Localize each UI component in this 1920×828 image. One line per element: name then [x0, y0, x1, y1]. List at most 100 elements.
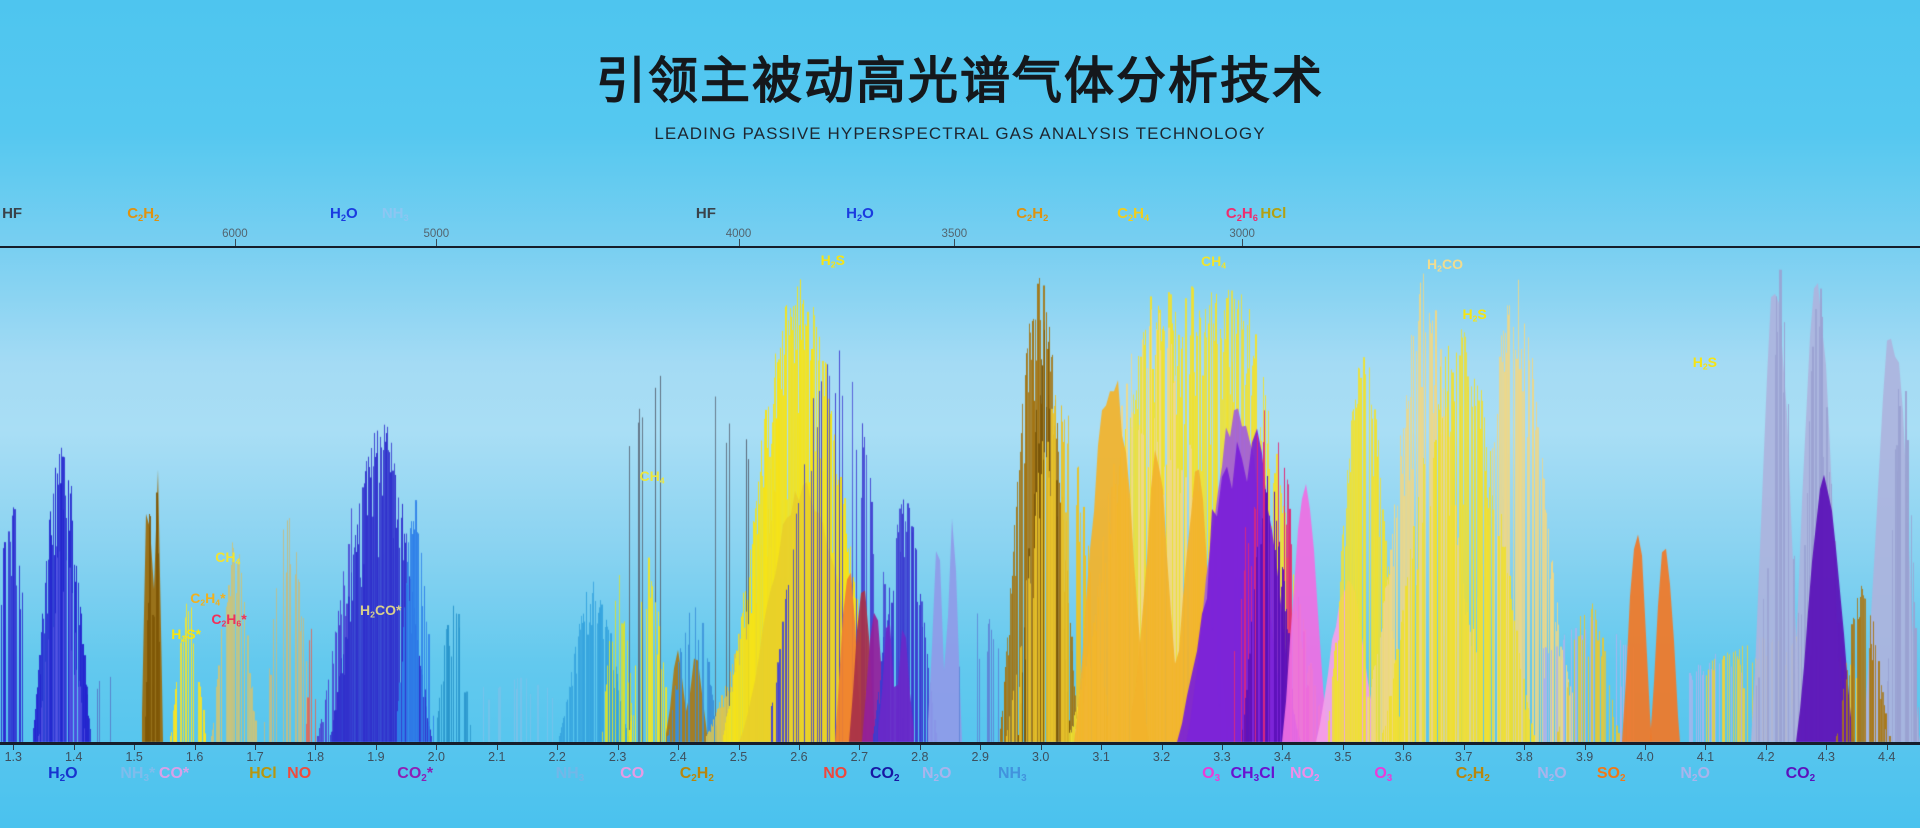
gas-label-bottom: CO2* [397, 765, 434, 784]
bottom-axis-tick-label: 1.7 [246, 750, 264, 764]
gas-label-bottom: CO2 [1785, 765, 1816, 784]
bottom-axis-tick-label: 1.8 [306, 750, 325, 764]
bottom-axis-tick-label: 3.7 [1455, 750, 1473, 764]
bottom-axis-tick [1342, 745, 1344, 750]
gas-label-inner: H2S [820, 252, 845, 270]
gas-label-bottom: NO2 [1290, 765, 1320, 784]
gas-label-inner: CH4 [1200, 253, 1227, 271]
bottom-axis-tick [980, 745, 982, 750]
bottom-axis-tick-label: 1.5 [125, 750, 143, 764]
page-subtitle: LEADING PASSIVE HYPERSPECTRAL GAS ANALYS… [654, 124, 1266, 143]
top-axis-tick [1242, 239, 1244, 246]
bottom-axis-tick [617, 745, 619, 750]
gas-label-top: H2O [330, 205, 358, 223]
gas-label-bottom: SO2 [1596, 765, 1626, 784]
gas-label-top: C2H6 [1225, 205, 1258, 223]
gas-label-inner: H2S [1692, 354, 1717, 372]
gas-label-bottom: C2H2 [1455, 765, 1490, 784]
gas-label-bottom: CO* [158, 765, 190, 782]
bottom-axis-tick-label: 3.6 [1394, 750, 1412, 764]
bottom-axis-tick [194, 745, 196, 750]
gas-label-top: C2H2 [1016, 205, 1049, 223]
bottom-axis-tick [859, 745, 861, 750]
bottom-axis-tick [436, 745, 438, 750]
gas-label-bottom: NO [823, 765, 848, 782]
bottom-axis-tick-label: 2.4 [669, 750, 687, 764]
top-axis-tick-label: 5000 [423, 228, 450, 240]
gas-label-bottom: CO [620, 765, 645, 782]
bottom-axis-tick [738, 745, 740, 750]
top-axis-tick [738, 239, 740, 246]
bottom-axis-tick-label: 3.1 [1092, 750, 1110, 764]
bottom-axis-tick-label: 3.9 [1575, 750, 1594, 764]
bottom-axis-tick-label: 4.2 [1757, 750, 1775, 764]
bottom-axis-tick [1463, 745, 1465, 750]
gas-label-bottom: NH3 [997, 765, 1027, 784]
bottom-axis-tick-label: 1.6 [185, 750, 204, 764]
bottom-axis-tick-label: 3.3 [1213, 750, 1231, 764]
bottom-axis-tick [1524, 745, 1526, 750]
gas-label-bottom: NO [287, 765, 312, 782]
bottom-axis-tick [1705, 745, 1707, 750]
gas-label-top: HF [695, 205, 716, 222]
bottom-axis-tick-label: 2.6 [790, 750, 808, 764]
bottom-axis-tick [1161, 745, 1163, 750]
bottom-axis-tick-label: 4.3 [1817, 750, 1836, 764]
bottom-axis-tick [678, 745, 680, 750]
bottom-axis-tick [1584, 745, 1586, 750]
bottom-axis-tick-label: 3.4 [1273, 750, 1292, 764]
gas-label-bottom: O3 [1202, 765, 1221, 784]
gas-label-inner: CH4 [215, 549, 241, 567]
bottom-axis-tick-label: 2.8 [911, 750, 929, 764]
bottom-axis-tick [255, 745, 257, 750]
gas-label-bottom: CH3Cl [1230, 765, 1276, 784]
top-axis-tick-label: 6000 [222, 228, 248, 240]
bottom-axis-tick [557, 745, 559, 750]
gas-label-top: H2O [846, 205, 874, 223]
top-axis-tick [436, 239, 438, 246]
gas-label-bottom: N2O [1680, 765, 1710, 784]
gas-label-top: C2H4 [1117, 205, 1150, 223]
bottom-axis-tick-label: 2.3 [608, 750, 627, 764]
bottom-axis-tick [73, 745, 75, 750]
gas-label-bottom: N2O [1537, 765, 1567, 784]
bottom-axis-tick-label: 2.9 [971, 750, 989, 764]
header: 引领主被动高光谱气体分析技术 LEADING PASSIVE HYPERSPEC… [0, 52, 1920, 144]
bottom-axis-tick-label: 2.2 [548, 750, 566, 764]
bottom-axis-tick [375, 745, 377, 750]
gas-label-bottom: H2O [48, 765, 78, 784]
bottom-axis-tick [1826, 745, 1828, 750]
gas-label-bottom: HCl [249, 765, 277, 782]
bottom-axis-tick-label: 3.5 [1334, 750, 1352, 764]
top-axis-tick [234, 239, 236, 246]
bottom-axis-tick [13, 745, 15, 750]
bottom-axis-tick-label: 4.1 [1696, 750, 1715, 764]
gas-label-inner: H2S* [171, 626, 201, 644]
page-title: 引领主被动高光谱气体分析技术 [596, 52, 1324, 110]
bottom-axis-tick-label: 1.3 [4, 750, 22, 764]
bottom-axis-tick [134, 745, 136, 750]
bottom-axis-tick-label: 2.7 [850, 750, 869, 764]
bottom-axis-tick-label: 2.5 [729, 750, 748, 764]
bottom-axis-tick [1282, 745, 1284, 750]
bottom-axis-line [0, 742, 1920, 745]
gas-label-top: NH3 [381, 205, 409, 223]
bottom-axis-tick-label: 3.8 [1515, 750, 1533, 764]
gas-label-top: HCl [1260, 205, 1287, 222]
top-axis-tick-label: 3500 [941, 228, 968, 240]
bottom-axis-tick-label: 4.0 [1636, 750, 1654, 764]
bottom-axis-tick [1645, 745, 1647, 750]
gas-label-bottom: CO2 [869, 765, 900, 784]
bottom-axis-tick-label: 4.4 [1878, 750, 1896, 764]
gas-label-bottom: O3 [1374, 765, 1393, 784]
bottom-axis-tick [919, 745, 921, 750]
bottom-axis-tick [1765, 745, 1767, 750]
gas-label-top: HF [2, 205, 23, 222]
gas-label-bottom: N2O [921, 765, 952, 784]
bottom-axis-tick [1886, 745, 1888, 750]
top-axis-tick [954, 239, 956, 246]
gas-label-inner: H2S [1462, 306, 1487, 324]
bottom-axis-tick [496, 745, 498, 750]
